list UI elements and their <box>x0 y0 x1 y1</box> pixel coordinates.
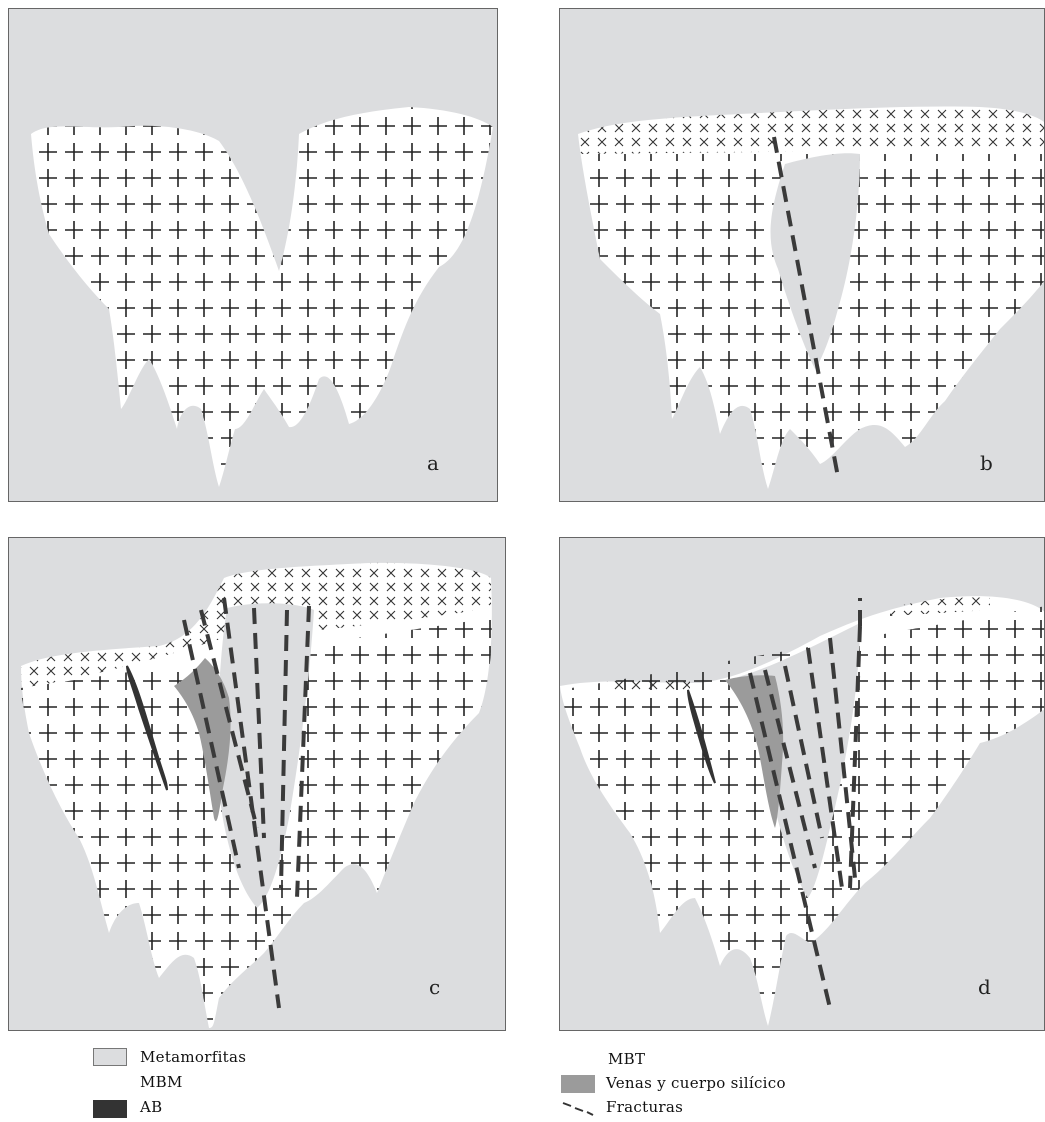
legend-label-venas: Venas y cuerpo silícico <box>606 1074 786 1092</box>
ab-dike <box>126 665 168 791</box>
diagram-b <box>578 106 1044 489</box>
panel-a: a <box>8 8 498 502</box>
legend-swatch-fracturas <box>562 1102 594 1116</box>
legend-swatch-ab <box>93 1100 127 1118</box>
panel-c: c <box>8 537 506 1031</box>
ab-dike <box>687 689 716 784</box>
metamorphic-inclusion <box>770 153 860 369</box>
fracture <box>772 136 840 478</box>
metamorphic-inclusion <box>216 603 314 908</box>
panel-label-c: c <box>429 975 441 999</box>
legend-label-fracturas: Fracturas <box>606 1098 684 1116</box>
legend-swatch-venas <box>561 1075 595 1093</box>
legend-label-metamorfitas: Metamorfitas <box>140 1048 247 1066</box>
panel-b: b <box>559 8 1045 502</box>
legend-label-ab: AB <box>140 1098 163 1116</box>
diagram-d <box>560 596 1044 1026</box>
legend-label-mbm: MBM <box>140 1073 183 1091</box>
diagram-a <box>31 107 493 487</box>
silicic-vein <box>174 658 231 822</box>
silicic-vein <box>725 675 784 828</box>
legend-label-mbt: MBT <box>608 1050 646 1068</box>
panel-d: d <box>559 537 1045 1031</box>
fractures <box>182 597 311 1009</box>
panel-label-d: d <box>978 975 991 999</box>
diagram-c <box>21 562 492 1028</box>
legend-swatch-metamorfitas <box>93 1048 127 1066</box>
fractures <box>748 598 862 1009</box>
panel-label-a: a <box>427 451 439 475</box>
panel-label-b: b <box>980 451 993 475</box>
